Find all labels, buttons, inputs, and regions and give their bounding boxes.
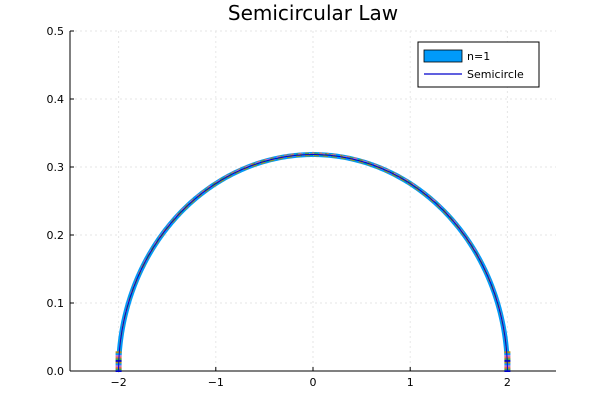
legend: n=1 Semicircle [417, 41, 540, 88]
x-tick-label: −1 [208, 376, 224, 389]
histogram-sample-overlay [118, 155, 508, 373]
grid [70, 30, 556, 372]
y-tick-label: 0.3 [47, 161, 65, 174]
y-tick-label: 0.2 [47, 229, 65, 242]
chart-title: Semicircular Law [228, 1, 398, 25]
legend-swatch-histogram [423, 49, 463, 63]
tick-labels: −2 −1 0 1 2 0.0 0.1 0.2 0.3 0.4 0.5 [47, 25, 511, 389]
x-tick-label: −2 [110, 376, 126, 389]
y-tick-label: 0.0 [47, 365, 65, 378]
y-tick-label: 0.5 [47, 25, 65, 38]
semicircle-line [118, 154, 508, 372]
legend-box [417, 41, 540, 88]
x-tick-label: 1 [407, 376, 414, 389]
legend-label-histogram: n=1 [467, 50, 490, 63]
x-tick-label: 2 [504, 376, 511, 389]
legend-label-semicircle: Semicircle [467, 68, 524, 81]
y-tick-label: 0.1 [47, 297, 65, 310]
y-tick-label: 0.4 [47, 93, 65, 106]
x-tick-label: 0 [310, 376, 317, 389]
plot-area [115, 152, 511, 373]
